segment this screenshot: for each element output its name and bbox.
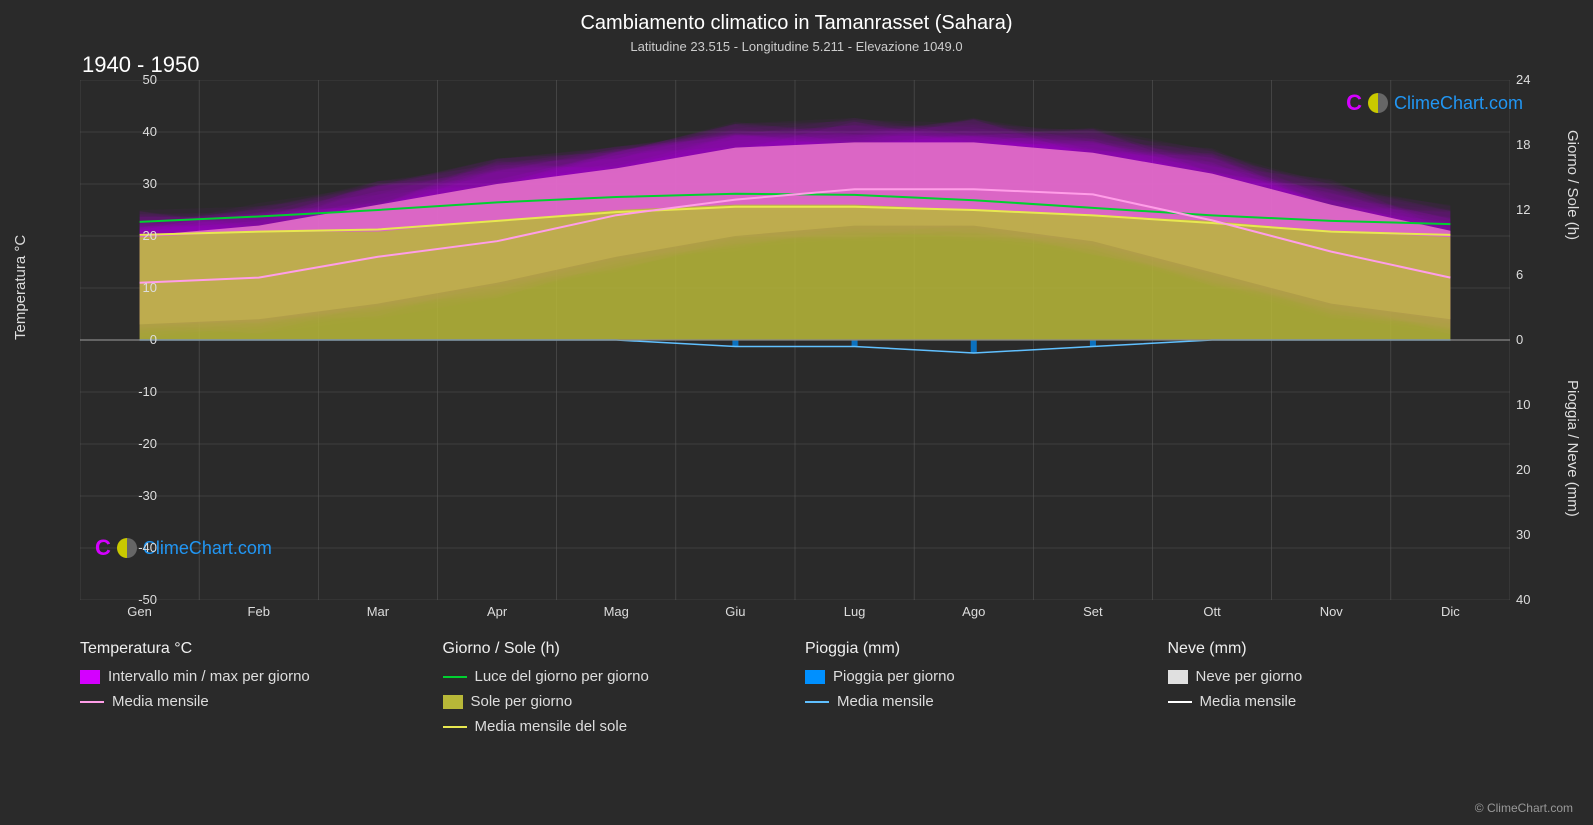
y-tick-left: -40 bbox=[117, 540, 157, 555]
legend-swatch bbox=[80, 670, 100, 684]
legend-item: Media mensile bbox=[805, 693, 1148, 710]
legend-group-title: Neve (mm) bbox=[1168, 640, 1511, 658]
legend-swatch bbox=[1168, 670, 1188, 684]
x-tick: Feb bbox=[229, 604, 289, 619]
y-tick-left: 40 bbox=[117, 124, 157, 139]
copyright-text: © ClimeChart.com bbox=[1475, 801, 1573, 815]
legend-group-title: Temperatura °C bbox=[80, 640, 423, 658]
y-axis-left-label: Temperatura °C bbox=[12, 235, 29, 340]
climate-plot-svg bbox=[80, 80, 1510, 600]
legend-item: Luce del giorno per giorno bbox=[443, 668, 786, 685]
y-tick-right: 10 bbox=[1516, 397, 1556, 412]
x-tick: Gen bbox=[110, 604, 170, 619]
y-tick-right: 24 bbox=[1516, 72, 1556, 87]
y-tick-right: 0 bbox=[1516, 332, 1556, 347]
y-tick-right: 30 bbox=[1516, 527, 1556, 542]
legend-group-title: Pioggia (mm) bbox=[805, 640, 1148, 658]
watermark-text: ClimeChart.com bbox=[143, 538, 272, 559]
y-tick-right: 18 bbox=[1516, 137, 1556, 152]
legend-group: Giorno / Sole (h) Luce del giorno per gio… bbox=[443, 640, 786, 743]
x-tick: Mag bbox=[586, 604, 646, 619]
legend-group: Pioggia (mm) Pioggia per giorno Media mens… bbox=[805, 640, 1148, 743]
x-tick: Nov bbox=[1301, 604, 1361, 619]
legend-swatch bbox=[443, 726, 467, 728]
legend-item: Pioggia per giorno bbox=[805, 668, 1148, 685]
y-tick-right: 6 bbox=[1516, 267, 1556, 282]
x-tick: Apr bbox=[467, 604, 527, 619]
legend-group: Temperatura °C Intervallo min / max per g… bbox=[80, 640, 423, 743]
y-tick-left: 10 bbox=[117, 280, 157, 295]
legend-item: Sole per giorno bbox=[443, 693, 786, 710]
legend-label: Sole per giorno bbox=[471, 693, 573, 710]
legend-swatch bbox=[443, 676, 467, 678]
legend-label: Media mensile del sole bbox=[475, 718, 628, 735]
y-tick-left: -30 bbox=[117, 488, 157, 503]
legend-label: Pioggia per giorno bbox=[833, 668, 955, 685]
x-tick: Mar bbox=[348, 604, 408, 619]
legend-label: Media mensile bbox=[837, 693, 934, 710]
y-tick-right: 40 bbox=[1516, 592, 1556, 607]
legend-label: Luce del giorno per giorno bbox=[475, 668, 649, 685]
logo-c-icon: C bbox=[1346, 90, 1362, 116]
y-axis-right-bottom-label: Pioggia / Neve (mm) bbox=[1564, 380, 1581, 517]
y-tick-left: -10 bbox=[117, 384, 157, 399]
chart-subtitle: Latitudine 23.515 - Longitudine 5.211 - … bbox=[0, 35, 1593, 54]
logo-c-icon: C bbox=[95, 535, 111, 561]
legend-item: Neve per giorno bbox=[1168, 668, 1511, 685]
x-tick: Lug bbox=[825, 604, 885, 619]
legend-item: Media mensile del sole bbox=[443, 718, 786, 735]
x-tick: Dic bbox=[1420, 604, 1480, 619]
y-tick-right: 20 bbox=[1516, 462, 1556, 477]
legend-item: Intervallo min / max per giorno bbox=[80, 668, 423, 685]
climate-chart: Cambiamento climatico in Tamanrasset (Sa… bbox=[0, 0, 1593, 825]
y-tick-right: 12 bbox=[1516, 202, 1556, 217]
x-tick: Giu bbox=[705, 604, 765, 619]
x-tick: Ott bbox=[1182, 604, 1242, 619]
x-tick: Ago bbox=[944, 604, 1004, 619]
legend-swatch bbox=[805, 670, 825, 684]
y-tick-left: 30 bbox=[117, 176, 157, 191]
plot-area bbox=[80, 80, 1510, 600]
legend-label: Neve per giorno bbox=[1196, 668, 1303, 685]
legend: Temperatura °C Intervallo min / max per g… bbox=[80, 640, 1510, 743]
logo-sun-icon bbox=[1368, 93, 1388, 113]
chart-title: Cambiamento climatico in Tamanrasset (Sa… bbox=[0, 0, 1593, 35]
legend-item: Media mensile bbox=[1168, 693, 1511, 710]
y-tick-left: -20 bbox=[117, 436, 157, 451]
y-axis-right-top-label: Giorno / Sole (h) bbox=[1564, 130, 1581, 240]
y-tick-left: 50 bbox=[117, 72, 157, 87]
legend-swatch bbox=[1168, 701, 1192, 703]
watermark-text: ClimeChart.com bbox=[1394, 93, 1523, 114]
legend-swatch bbox=[443, 695, 463, 709]
y-tick-left: 0 bbox=[117, 332, 157, 347]
y-tick-left: 20 bbox=[117, 228, 157, 243]
legend-item: Media mensile bbox=[80, 693, 423, 710]
legend-group: Neve (mm) Neve per giorno Media mensile bbox=[1168, 640, 1511, 743]
legend-swatch bbox=[805, 701, 829, 703]
legend-swatch bbox=[80, 701, 104, 703]
x-tick: Set bbox=[1063, 604, 1123, 619]
legend-group-title: Giorno / Sole (h) bbox=[443, 640, 786, 658]
legend-label: Intervallo min / max per giorno bbox=[108, 668, 310, 685]
watermark-top: C ClimeChart.com bbox=[1346, 90, 1523, 116]
legend-label: Media mensile bbox=[1200, 693, 1297, 710]
legend-label: Media mensile bbox=[112, 693, 209, 710]
